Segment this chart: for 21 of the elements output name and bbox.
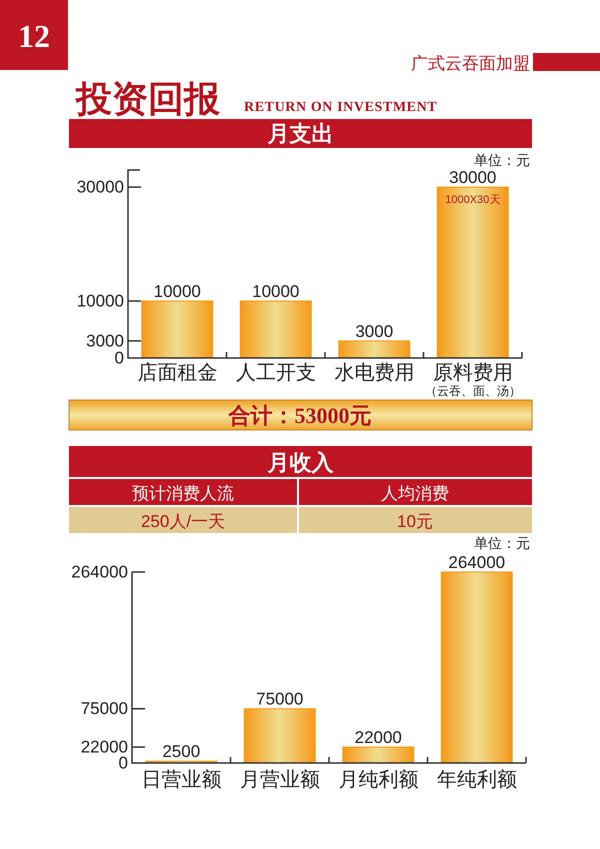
unit: 单位：元 xyxy=(474,535,530,551)
category: 店面租金 xyxy=(137,362,218,384)
category: 原料费用 xyxy=(432,362,513,384)
ytick: 10000 xyxy=(76,292,124,311)
ytick: 30000 xyxy=(76,178,124,197)
category: 日营业额 xyxy=(141,769,222,791)
heading: 投资回报 xyxy=(76,79,220,119)
title: 月支出 xyxy=(268,121,334,146)
ytick: 75000 xyxy=(80,699,128,718)
category: 月纯利额 xyxy=(338,769,418,791)
category: 水电费用 xyxy=(334,362,414,384)
category: 年纯利额 xyxy=(436,769,517,791)
category: 人工开支 xyxy=(236,362,316,384)
ytick: 264000 xyxy=(71,562,128,582)
ytick: 3000 xyxy=(86,331,124,350)
ytick: 0 xyxy=(114,348,124,368)
category: 月营业额 xyxy=(240,769,320,791)
total: 合计：53000元 xyxy=(228,403,372,428)
unit: 单位：元 xyxy=(474,152,530,168)
title: 月收入 xyxy=(268,450,334,475)
header: 广式云吞面加盟 xyxy=(411,54,530,73)
